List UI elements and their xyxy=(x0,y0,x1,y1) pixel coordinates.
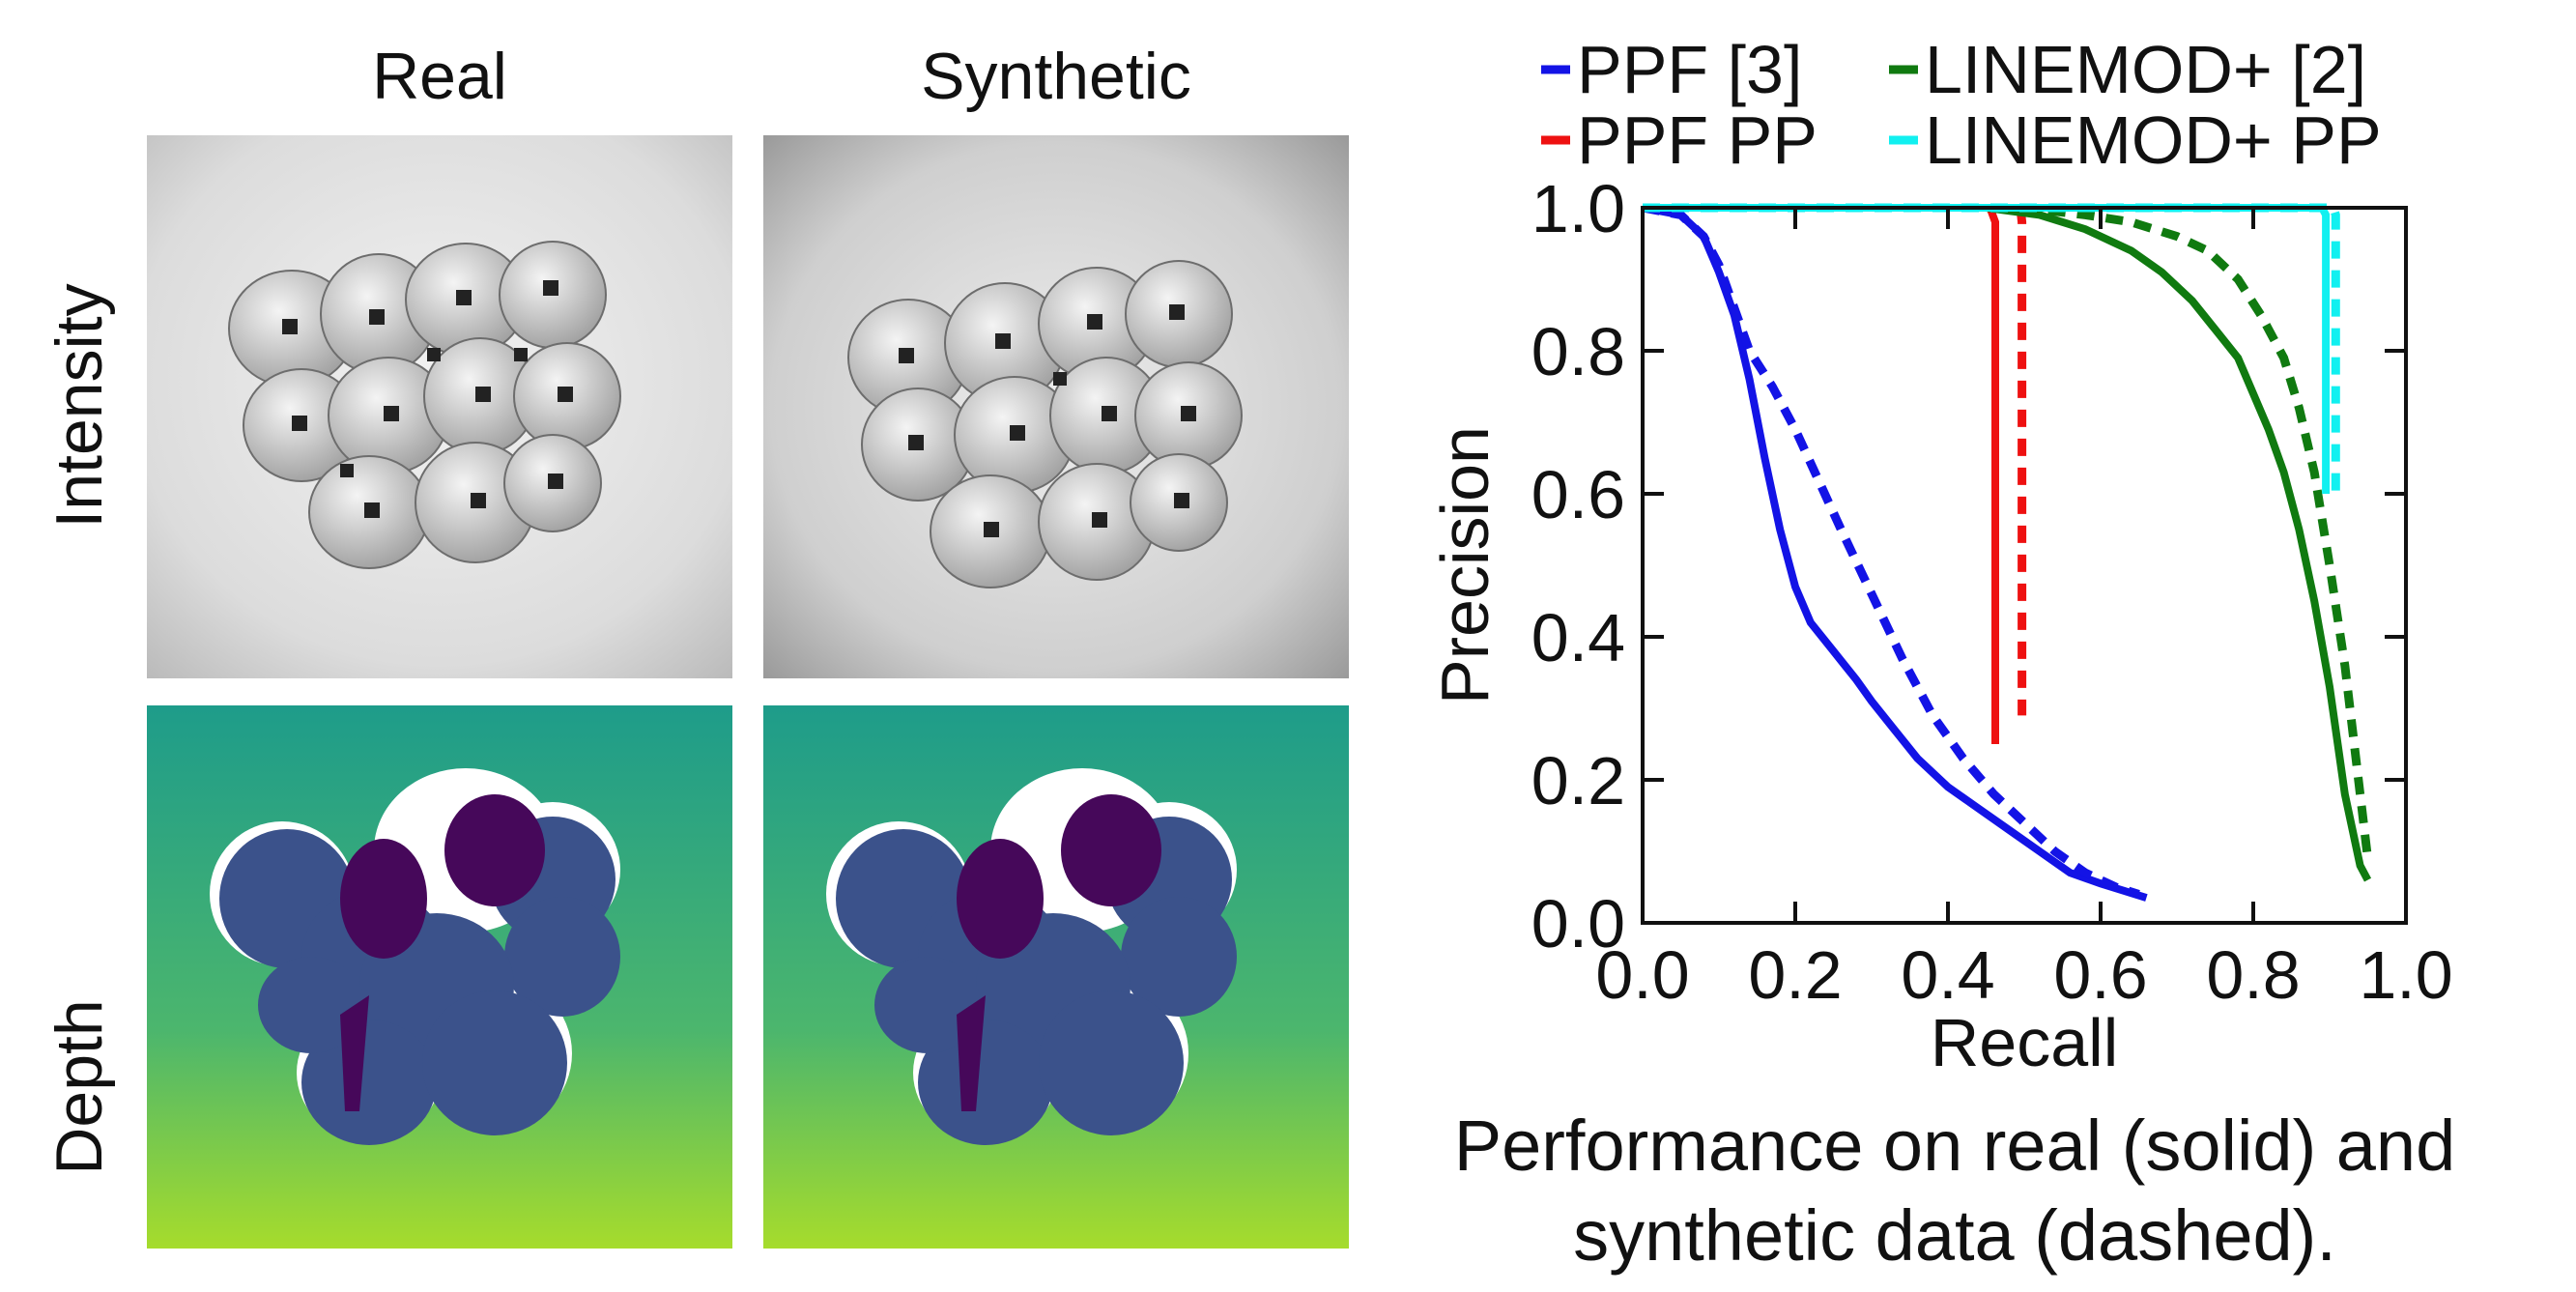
legend-label: PPF [3] xyxy=(1577,32,1802,107)
y-tick-label: 0.8 xyxy=(1531,314,1625,389)
row-title-depth: Depth xyxy=(43,999,116,1175)
caption-line-1: Performance on real (solid) and xyxy=(1453,1105,2456,1186)
y-tick-label: 0.6 xyxy=(1531,457,1625,532)
column-title-synthetic: Synthetic xyxy=(921,40,1191,113)
series-linemod_pp-dashed xyxy=(1643,203,2340,502)
caption-line-2: synthetic data (dashed). xyxy=(1573,1194,2336,1276)
intensity-real-image xyxy=(147,135,732,678)
series-layer xyxy=(1642,203,2372,902)
series-ppf_pp-dashed xyxy=(1643,203,2027,716)
x-tick-label: 0.0 xyxy=(1595,937,1689,1013)
y-axis-label: Precision xyxy=(1427,426,1503,704)
precision-recall-chart: PPF [3] LINEMOD+ [2] PPF PP LINEMOD+ PP 0.0… xyxy=(1427,32,2453,1073)
series-linemod-solid xyxy=(1643,204,2372,882)
series-ppf-solid xyxy=(1642,204,2148,902)
x-tick-label: 0.6 xyxy=(2053,937,2147,1013)
series-ppf_pp-solid xyxy=(1643,204,1999,744)
series-linemod-dashed xyxy=(1643,203,2372,859)
figure-caption: Performance on real (solid) and syntheti… xyxy=(1333,1102,2576,1280)
y-tick-label: 1.0 xyxy=(1531,171,1625,246)
y-tick-label: 0.2 xyxy=(1531,743,1625,818)
x-axis-label: Recall xyxy=(1931,1005,2119,1073)
intensity-synthetic-image xyxy=(763,135,1349,678)
x-tick-label: 0.2 xyxy=(1748,937,1842,1013)
depth-real-image xyxy=(147,705,732,1249)
x-tick-label: 0.4 xyxy=(1901,937,1994,1013)
x-tick-label: 1.0 xyxy=(2359,937,2452,1013)
legend-label: LINEMOD+ PP xyxy=(1925,102,2382,178)
legend: PPF [3] LINEMOD+ [2] PPF PP LINEMOD+ PP xyxy=(1541,32,2382,178)
series-ppf-dashed xyxy=(1642,203,2140,899)
y-tick-label: 0.0 xyxy=(1531,886,1625,962)
tick-layer: 0.0 0.2 0.4 0.6 0.8 1.0 0.0 0.2 0.4 0.6 0.8 1.0 xyxy=(1531,171,2453,1013)
legend-label: PPF PP xyxy=(1577,102,1818,178)
depth-synthetic-image xyxy=(763,705,1349,1249)
y-tick-label: 0.4 xyxy=(1531,600,1625,675)
legend-label: LINEMOD+ [2] xyxy=(1925,32,2366,107)
plot-frame xyxy=(1641,206,2408,925)
column-title-real: Real xyxy=(372,40,507,113)
x-tick-label: 0.8 xyxy=(2206,937,2300,1013)
row-title-intensity: Intensity xyxy=(43,283,116,529)
